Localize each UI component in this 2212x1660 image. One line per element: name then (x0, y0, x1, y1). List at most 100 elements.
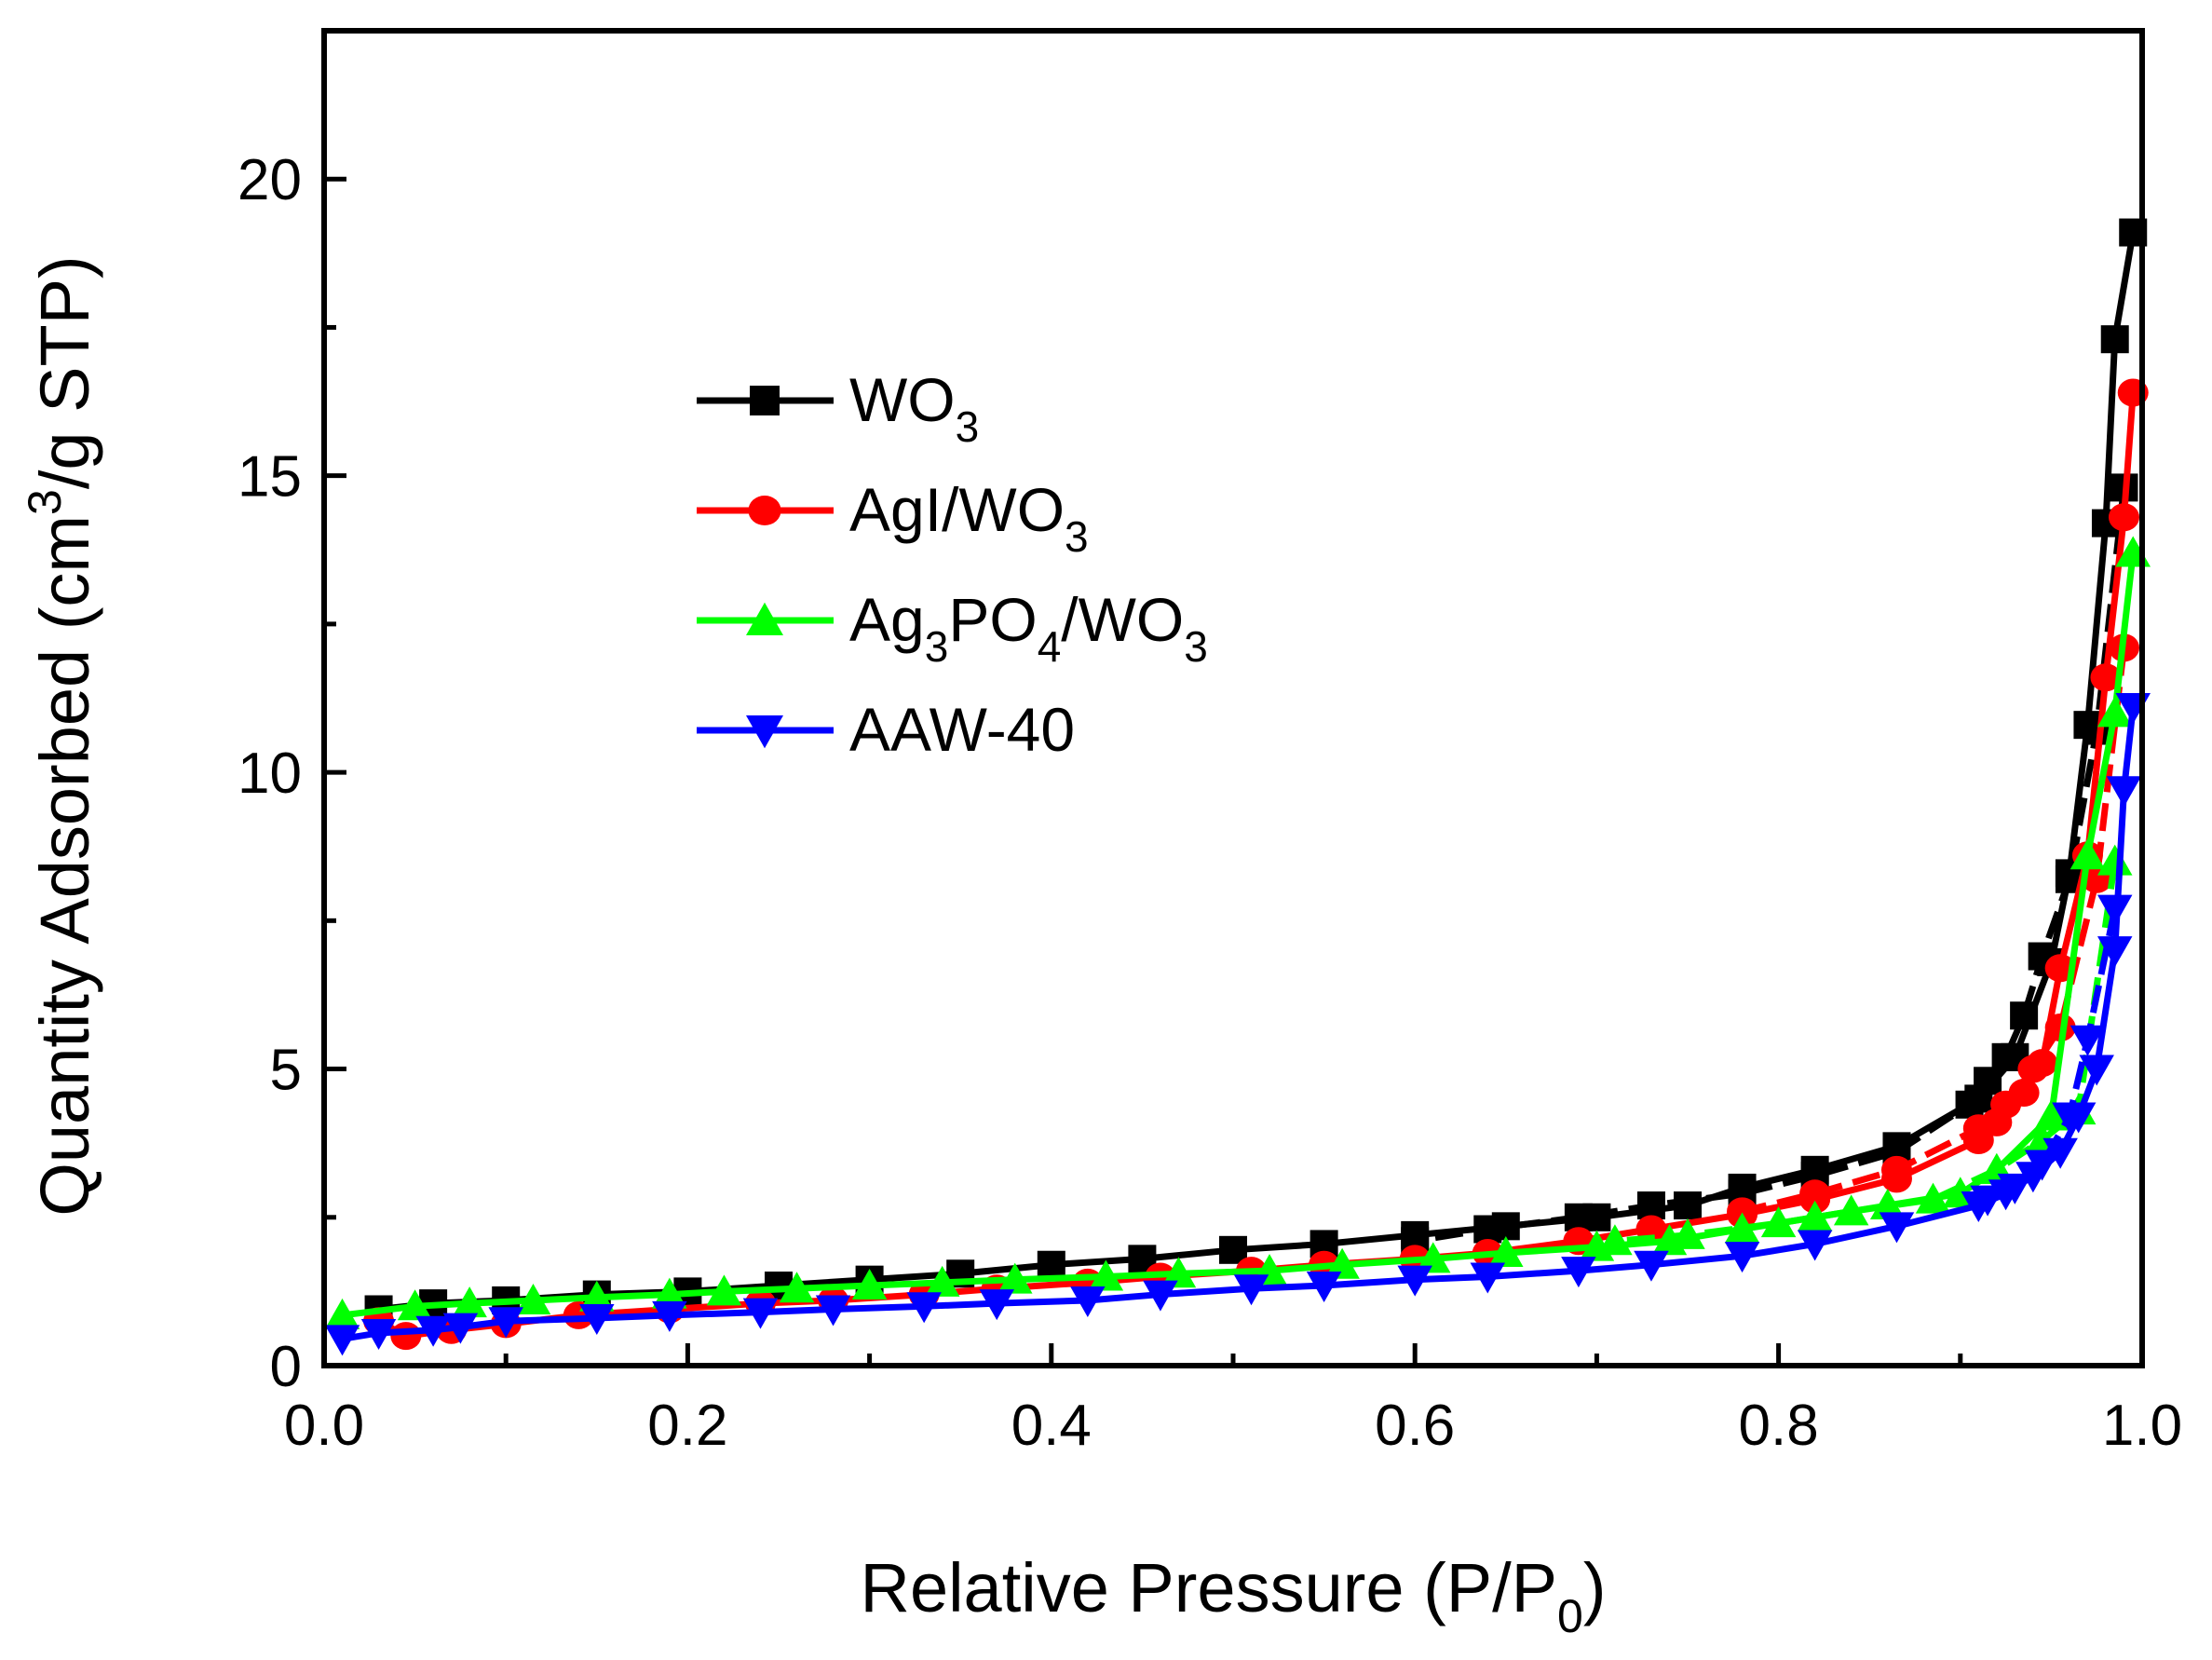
triangle-down-marker (488, 1307, 523, 1339)
desorption-line (1414, 487, 2127, 1245)
triangle-down-marker (1879, 1212, 1915, 1244)
triangle-up-marker (515, 1283, 551, 1314)
circle-marker (2090, 663, 2122, 692)
x-tick-label: 0.8 (1738, 1394, 1818, 1458)
legend-label: WO3 (849, 365, 979, 451)
triangle-up-marker (579, 1280, 615, 1312)
triangle-up-marker (2097, 844, 2133, 876)
y-axis-title-sup: 3 (19, 489, 71, 515)
triangle-down-marker (1634, 1250, 1669, 1282)
legend: WO3 AgI/WO3 Ag3PO4/WO3 AAW-40 (697, 365, 1208, 764)
square-marker (750, 386, 780, 415)
x-axis-title-sub: 0 (1557, 1590, 1583, 1642)
triangle-up-marker (1597, 1224, 1633, 1256)
triangle-down-marker (1470, 1262, 1506, 1294)
y-tick-label: 20 (237, 148, 302, 212)
triangle-down-marker (579, 1304, 615, 1336)
triangle-up-marker (779, 1272, 815, 1303)
adsorption-line (342, 552, 2137, 1319)
triangle-down-marker (2024, 1150, 2060, 1181)
legend-label: AAW-40 (849, 695, 1075, 764)
square-marker (2100, 325, 2129, 354)
triangle-down-marker (1970, 1185, 2005, 1217)
circle-marker (1880, 1155, 1912, 1184)
triangle-up-marker (1833, 1194, 1869, 1226)
square-marker (1674, 1191, 1702, 1220)
x-tick-label: 0.0 (284, 1394, 364, 1458)
triangle-up-marker (851, 1269, 888, 1300)
triangle-down-marker (2097, 936, 2133, 968)
adsorption-line (376, 392, 2137, 1340)
triangle-up-marker (1415, 1242, 1451, 1273)
circle-marker (1727, 1197, 1758, 1226)
axes-layer: 0.0 0.2 0.4 0.6 0.8 1.0 0 5 10 15 20 (237, 148, 2182, 1458)
triangle-up-marker (1724, 1212, 1760, 1244)
triangle-up-marker (1869, 1189, 1906, 1220)
triangle-down-marker (1070, 1286, 1106, 1317)
circle-marker (2017, 1055, 2049, 1083)
triangle-up-marker (1324, 1247, 1360, 1279)
triangle-up-marker (1915, 1182, 1951, 1214)
adsorption-line (378, 231, 2137, 1313)
triangle-down-marker (2106, 776, 2142, 808)
triangle-down-marker (1561, 1257, 1596, 1288)
triangle-down-marker (1233, 1274, 1269, 1306)
triangle-up-marker (2070, 838, 2106, 870)
triangle-down-marker (2070, 1025, 2106, 1056)
triangle-up-marker (924, 1265, 960, 1297)
square-marker (1991, 1042, 2020, 1071)
triangle-down-marker (1997, 1173, 2033, 1204)
triangle-down-marker (2079, 1055, 2114, 1086)
triangle-up-marker (1160, 1257, 1197, 1288)
series-layer (324, 218, 2151, 1356)
series-0 (364, 218, 2148, 1324)
triangle-down-marker (360, 1318, 397, 1350)
desorption-line (1986, 907, 2119, 1203)
triangle-up-marker (652, 1277, 687, 1309)
square-marker (1636, 1191, 1665, 1220)
triangle-down-marker (2097, 894, 2133, 926)
legend-item: WO3 (697, 365, 979, 451)
triangle-up-marker (706, 1274, 742, 1306)
square-marker (2010, 1001, 2039, 1030)
triangle-down-marker (652, 1300, 687, 1332)
x-tick-label: 0.4 (1011, 1394, 1092, 1458)
triangle-down-marker (979, 1289, 1014, 1321)
triangle-up-marker (997, 1262, 1033, 1294)
triangle-up-marker (1670, 1218, 1705, 1249)
plot-frame (321, 28, 2145, 1368)
triangle-up-marker (746, 602, 783, 635)
series-2 (324, 536, 2151, 1329)
legend-item: Ag3PO4/WO3 (697, 585, 1208, 671)
triangle-down-marker (1306, 1272, 1342, 1303)
x-tick-label: 0.6 (1375, 1394, 1455, 1458)
series-3 (324, 693, 2151, 1356)
y-tick-label: 10 (237, 742, 302, 806)
square-marker (1473, 1215, 1502, 1244)
triangle-down-marker (1143, 1280, 1178, 1312)
triangle-down-marker (906, 1292, 942, 1324)
square-marker (1219, 1235, 1247, 1264)
triangle-up-marker (1088, 1259, 1124, 1291)
y-axis-title: Quantity Adsorbed (cm3/g STP) (19, 255, 103, 1216)
x-axis-title: Relative Pressure (P/P0) (861, 1549, 1607, 1642)
square-marker (1564, 1203, 1593, 1231)
triangle-down-marker (746, 715, 783, 749)
triangle-down-marker (2052, 1102, 2087, 1134)
triangle-up-marker (324, 1298, 360, 1329)
triangle-up-marker (1488, 1235, 1524, 1267)
triangle-down-marker (1797, 1230, 1833, 1261)
triangle-down-marker (742, 1298, 779, 1329)
circle-marker (748, 496, 781, 525)
x-tick-label: 1.0 (2102, 1394, 2182, 1458)
x-tick-label: 0.2 (647, 1394, 727, 1458)
square-marker (1955, 1090, 1984, 1119)
y-tick-label: 0 (270, 1335, 302, 1399)
legend-label: AgI/WO3 (849, 475, 1089, 561)
y-tick-label: 5 (270, 1039, 302, 1103)
y-tick-label: 15 (237, 445, 302, 510)
triangle-up-marker (1760, 1206, 1797, 1238)
desorption-line (1614, 861, 2119, 1245)
triangle-down-marker (1724, 1242, 1760, 1273)
triangle-down-marker (415, 1315, 451, 1347)
